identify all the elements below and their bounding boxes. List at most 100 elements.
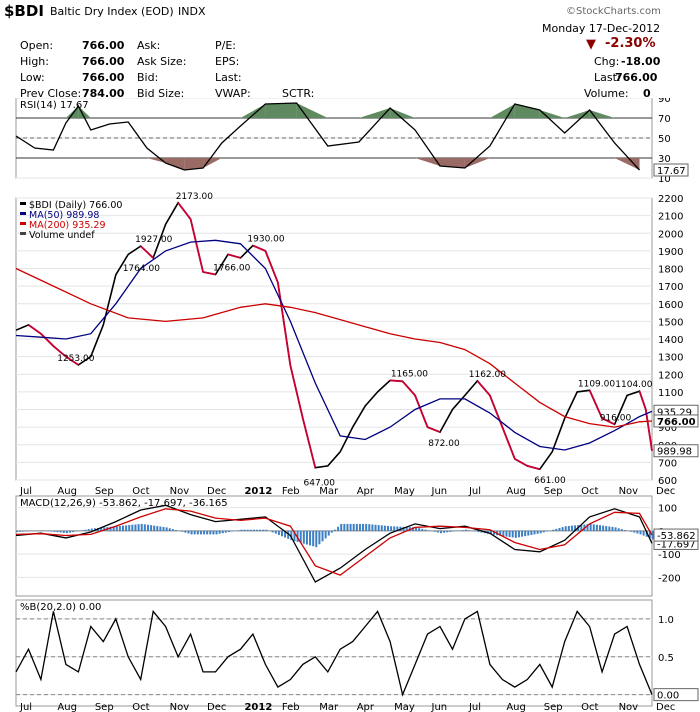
rsi-title: RSI(14) 17.67 bbox=[20, 100, 89, 111]
price-down-segment bbox=[601, 417, 615, 426]
macd-histogram-bar bbox=[648, 530, 651, 539]
macd-histogram-bar bbox=[623, 530, 626, 531]
macd-histogram-bar bbox=[355, 523, 358, 531]
macd-histogram-bar bbox=[405, 526, 408, 531]
macd-histogram-bar bbox=[199, 530, 202, 535]
rsi-overbought-fill bbox=[514, 104, 540, 118]
x-axis-label: May bbox=[394, 702, 415, 712]
right-value-label: -53.862 bbox=[657, 531, 696, 542]
macd-histogram-bar bbox=[334, 529, 336, 531]
macd-histogram-bar bbox=[256, 529, 259, 531]
legend-entry: MA(50) 989.98 bbox=[29, 210, 99, 221]
rsi-overbought-fill bbox=[78, 106, 91, 118]
macd-histogram-bar bbox=[570, 525, 573, 531]
rsi-tick-label: 10 bbox=[658, 174, 671, 185]
macd-histogram-bar bbox=[446, 530, 449, 533]
macd-histogram-bar bbox=[424, 529, 427, 531]
macd-histogram-bar bbox=[542, 530, 545, 533]
low-label: Low: bbox=[20, 71, 45, 84]
x-axis-label: Aug bbox=[57, 486, 77, 497]
price-annotation: 1253.00 bbox=[57, 354, 94, 364]
macd-histogram-bar bbox=[436, 530, 439, 533]
macd-histogram-bar bbox=[411, 527, 414, 531]
price-down-segment bbox=[414, 395, 429, 428]
legend-entry: MA(200) 935.29 bbox=[29, 220, 106, 231]
macd-histogram-bar bbox=[330, 530, 333, 533]
price-annotation: 1109.00 bbox=[578, 379, 615, 389]
macd-histogram-bar bbox=[324, 530, 327, 539]
bid-size-label: Bid Size: bbox=[137, 87, 185, 100]
rsi-tick-label: 90 bbox=[658, 98, 671, 105]
macd-histogram-bar bbox=[636, 530, 639, 534]
macd-histogram-bar bbox=[287, 530, 290, 539]
last-label: Last: bbox=[594, 71, 621, 84]
series-line-signal bbox=[15, 508, 653, 576]
x-axis-label: Oct bbox=[581, 702, 598, 712]
macd-histogram-bar bbox=[539, 530, 542, 534]
price-down-segment bbox=[588, 389, 603, 419]
macd-histogram-bar bbox=[642, 530, 645, 536]
macd-histogram-bar bbox=[72, 530, 75, 533]
x-axis-label: May bbox=[394, 486, 415, 497]
macd-histogram-bar bbox=[159, 526, 162, 531]
macd-histogram-bar bbox=[349, 523, 352, 531]
macd-histogram-bar bbox=[228, 530, 230, 533]
macd-histogram-bar bbox=[187, 530, 190, 534]
macd-histogram-bar bbox=[552, 529, 555, 531]
macd-histogram-bar bbox=[346, 523, 349, 531]
macd-histogram-bar bbox=[421, 528, 424, 531]
macd-histogram-bar bbox=[16, 530, 18, 533]
macd-histogram-bar bbox=[639, 530, 642, 535]
price-annotation: 916.00 bbox=[600, 413, 632, 423]
price-down-segment bbox=[189, 218, 204, 273]
macd-histogram-bar bbox=[574, 525, 577, 531]
macd-histogram-bar bbox=[65, 530, 68, 534]
x-axis-label: Jun bbox=[431, 702, 448, 712]
macd-histogram-bar bbox=[265, 529, 268, 531]
macd-histogram-bar bbox=[464, 529, 467, 531]
watermark: ©StockCharts.com bbox=[566, 6, 661, 17]
macd-histogram-bar bbox=[243, 529, 246, 531]
price-tick-label: 900 bbox=[658, 423, 677, 434]
x-axis-label: Sep bbox=[544, 702, 563, 712]
price-down-segment bbox=[289, 365, 304, 419]
price-down-segment bbox=[177, 202, 192, 220]
macd-histogram-bar bbox=[468, 530, 471, 531]
price-tick-label: 1100 bbox=[658, 388, 683, 399]
eps-label: EPS: bbox=[215, 55, 240, 68]
macd-histogram-bar bbox=[502, 530, 505, 537]
x-axis-label: Oct bbox=[132, 486, 149, 497]
rsi-oversold-fill bbox=[614, 158, 640, 170]
price-down-segment bbox=[390, 379, 403, 383]
macd-histogram-bar bbox=[246, 529, 249, 531]
macd-histogram-bar bbox=[150, 525, 153, 531]
macd-histogram-bar bbox=[396, 526, 399, 531]
price-tick-label: 2100 bbox=[658, 212, 683, 223]
legend-entry: Volume undef bbox=[29, 230, 95, 241]
macd-histogram-bar bbox=[165, 527, 168, 531]
percent_b-tick-label: 1.0 bbox=[658, 615, 674, 626]
macd-histogram-bar bbox=[645, 530, 648, 537]
macd-histogram-bar bbox=[358, 523, 361, 531]
price-annotation: 661.00 bbox=[534, 476, 566, 486]
x-axis-label: Apr bbox=[357, 702, 375, 712]
macd-histogram-bar bbox=[212, 530, 215, 535]
macd-histogram-bar bbox=[115, 526, 118, 531]
macd-histogram-bar bbox=[505, 530, 508, 537]
x-axis-label: Feb bbox=[282, 486, 300, 497]
rsi-oversold-fill bbox=[464, 158, 490, 168]
right-value-label: -17.697 bbox=[657, 539, 696, 550]
rsi-last-box bbox=[653, 163, 689, 177]
price-tick-label: 1900 bbox=[658, 247, 683, 258]
macd-histogram-bar bbox=[203, 530, 206, 535]
price-annotation: 1930.00 bbox=[247, 235, 284, 245]
x-axis-label: Jul bbox=[468, 702, 481, 712]
price-down-segment bbox=[252, 244, 266, 252]
macd-histogram-bar bbox=[371, 524, 374, 531]
x-axis-label: Dec bbox=[207, 486, 226, 497]
macd-histogram-bar bbox=[380, 525, 383, 531]
series-line--bdi-daily- bbox=[15, 201, 653, 471]
macd-histogram-bar bbox=[530, 530, 533, 535]
macd-histogram-bar bbox=[175, 530, 177, 531]
macd-histogram-bar bbox=[309, 530, 312, 546]
